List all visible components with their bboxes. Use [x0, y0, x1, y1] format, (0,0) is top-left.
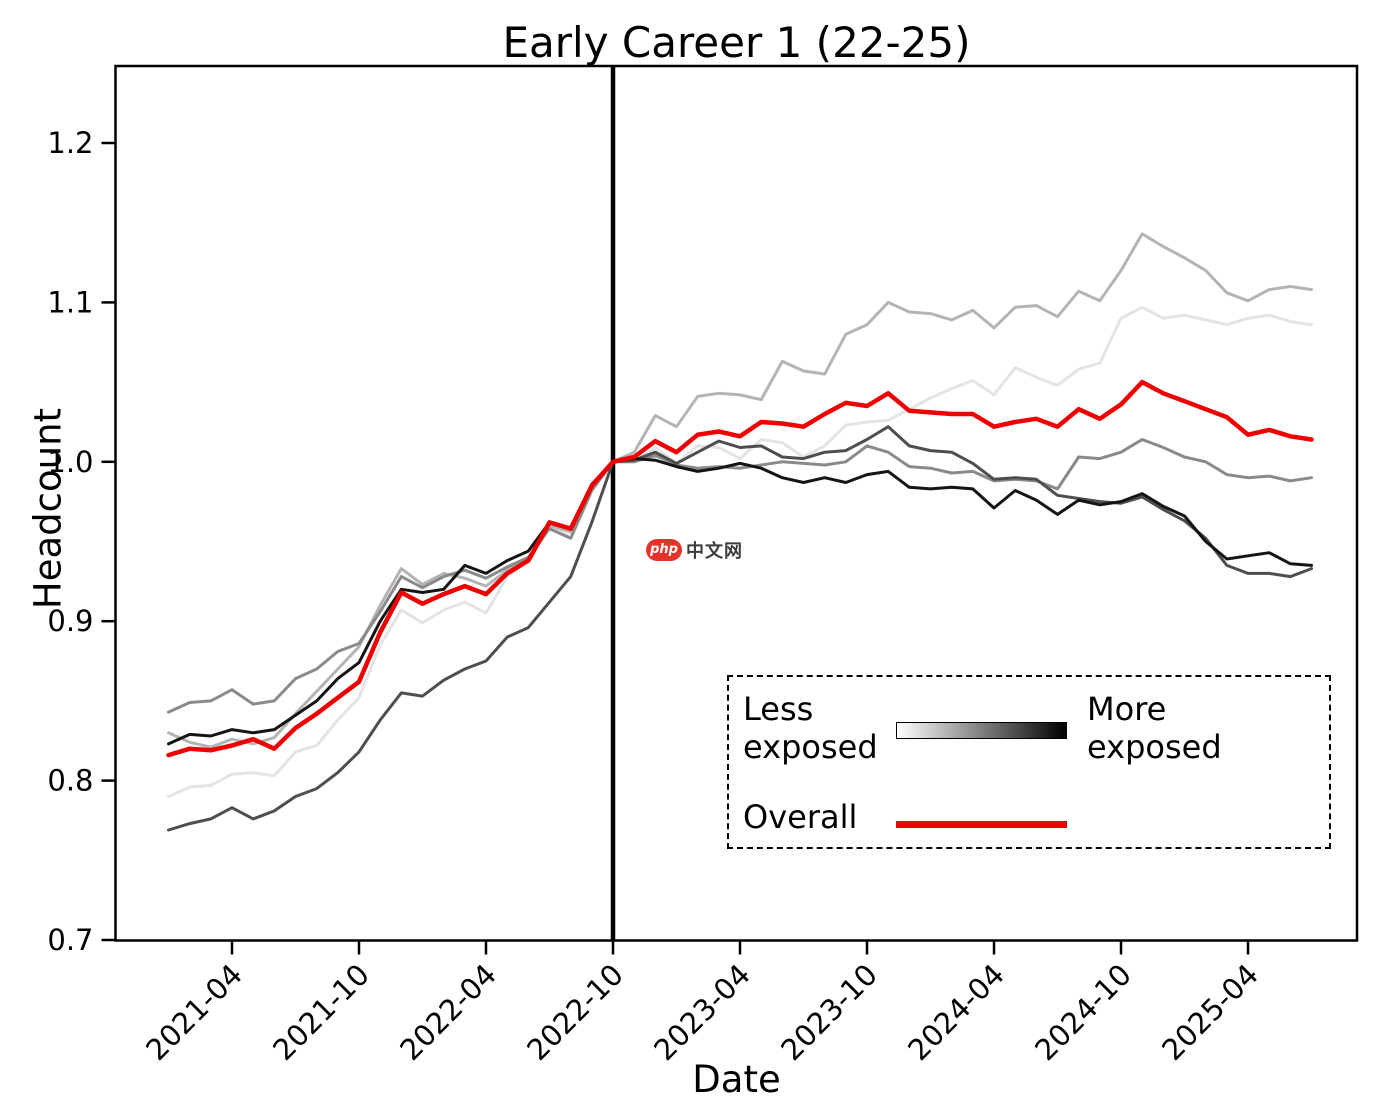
series-quintile-3-line — [167, 438, 1313, 714]
legend-more-exposed-label: More exposed — [1087, 690, 1222, 766]
y-tick-label: 0.9 — [47, 604, 93, 638]
x-tick-label: 2025-04 — [1155, 957, 1265, 1067]
x-tick-label: 2022-04 — [393, 957, 503, 1067]
x-tick-label: 2024-04 — [901, 957, 1011, 1067]
legend: Less exposed More exposed Overall — [727, 675, 1331, 849]
legend-overall-label: Overall — [743, 798, 858, 836]
x-tick-label: 2023-10 — [774, 957, 884, 1067]
axes-frame — [114, 64, 1359, 942]
legend-overall-line-swatch — [896, 821, 1067, 828]
watermark: php 中文网 — [646, 538, 743, 562]
y-tick-label: 1.2 — [47, 126, 93, 160]
y-tick-label: 1.1 — [47, 285, 93, 319]
series-quintile-2-line — [167, 232, 1313, 749]
series-quintile-1-least-exposed-line — [167, 305, 1313, 798]
x-tick-label: 2021-04 — [139, 957, 249, 1067]
chart-title: Early Career 1 (22-25) — [502, 18, 971, 67]
watermark-text: 中文网 — [686, 541, 743, 562]
x-tick-label: 2024-10 — [1028, 957, 1138, 1067]
legend-exposure-gradient-bar — [896, 722, 1067, 739]
x-tick-label: 2021-10 — [266, 957, 376, 1067]
legend-less-exposed-label: Less exposed — [743, 690, 878, 766]
y-tick-label: 0.8 — [47, 764, 93, 798]
x-axis-label: Date — [692, 1058, 781, 1101]
y-tick-label: 1.0 — [47, 445, 93, 479]
y-tick-label: 0.7 — [47, 923, 93, 957]
series-quintile-5-most-exposed-line — [167, 457, 1313, 746]
php-logo-icon: php — [646, 539, 682, 561]
x-tick-label: 2022-10 — [520, 957, 630, 1067]
series-quintile-4-line — [167, 425, 1313, 832]
series-overall-line — [166, 379, 1314, 758]
x-tick-label: 2023-04 — [647, 957, 757, 1067]
